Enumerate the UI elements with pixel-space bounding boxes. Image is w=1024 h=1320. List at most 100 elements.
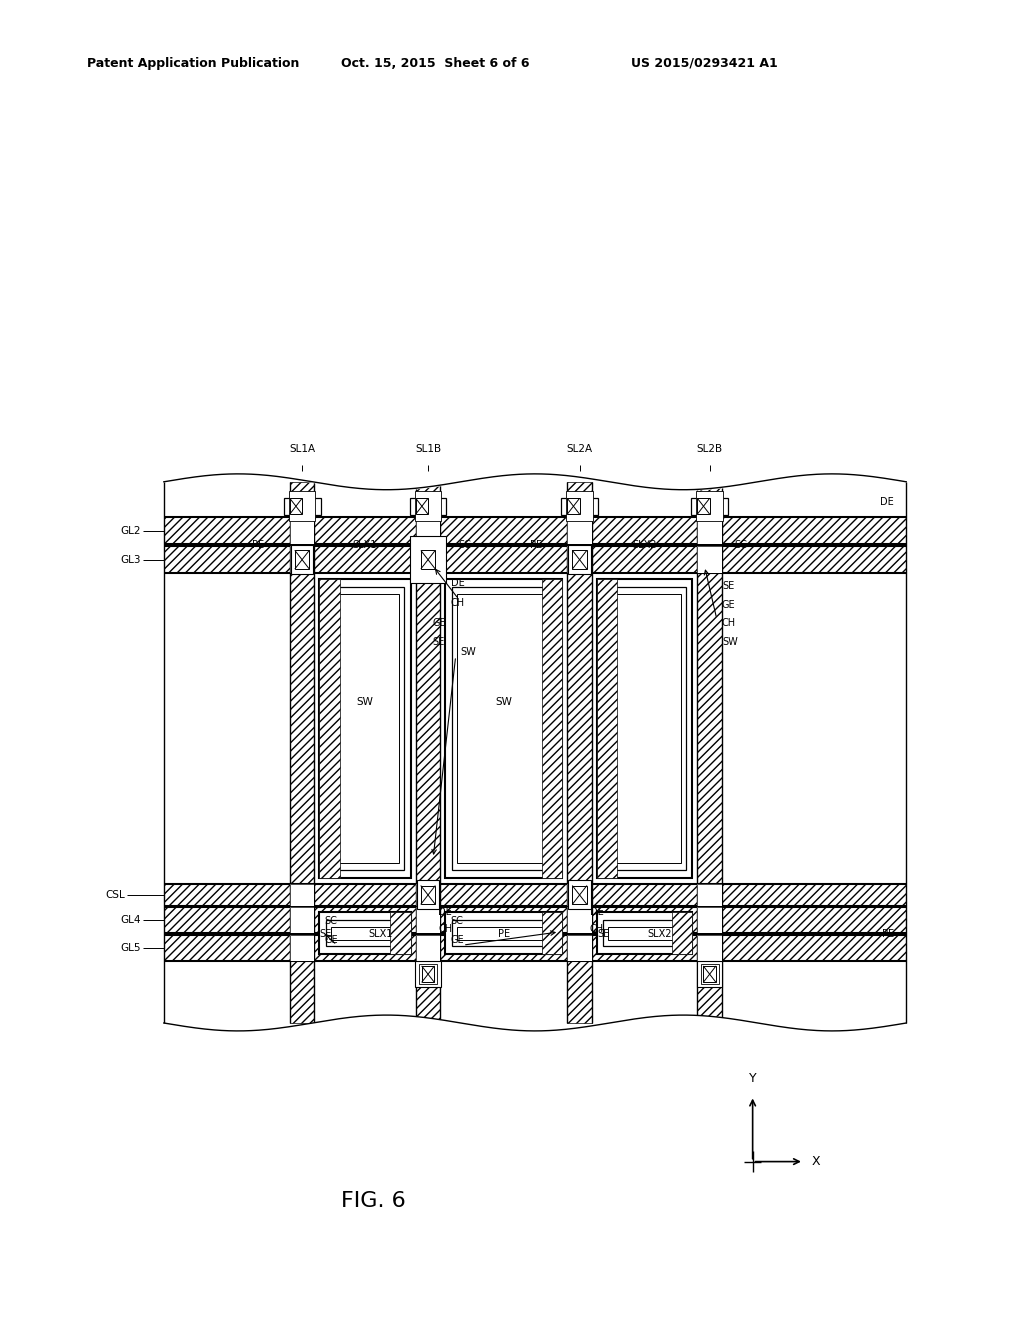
Text: SC: SC	[451, 916, 464, 927]
Bar	[597, 912, 692, 954]
Bar	[603, 920, 686, 946]
Bar	[421, 886, 435, 904]
Text: SLX1: SLX1	[369, 929, 392, 939]
Bar	[697, 884, 722, 906]
Bar	[697, 935, 722, 961]
Bar	[419, 964, 437, 985]
Text: PE: PE	[252, 540, 264, 550]
Bar	[319, 579, 411, 878]
Text: SC: SC	[459, 540, 472, 550]
Bar	[703, 966, 716, 982]
Text: SL1A: SL1A	[289, 444, 315, 454]
Text: X: X	[812, 1155, 820, 1168]
Text: DE: DE	[451, 578, 464, 589]
Bar	[672, 912, 692, 954]
Text: SLX2: SLX2	[648, 929, 672, 939]
Bar	[445, 912, 562, 954]
Bar	[417, 880, 439, 909]
Bar	[452, 587, 556, 870]
Bar	[567, 546, 592, 573]
Bar	[326, 587, 404, 870]
Text: CSL: CSL	[105, 890, 125, 900]
Bar	[561, 498, 598, 515]
Text: SW: SW	[356, 697, 374, 708]
Text: GL5: GL5	[121, 942, 141, 953]
Bar	[291, 545, 313, 574]
Bar	[416, 935, 440, 961]
Bar	[416, 546, 440, 573]
Bar	[697, 907, 722, 933]
Bar	[597, 579, 617, 878]
Text: GE: GE	[432, 618, 445, 628]
Text: SLX1: SLX1	[353, 540, 377, 550]
Bar	[697, 517, 722, 544]
Bar	[567, 935, 592, 961]
Bar	[416, 517, 440, 544]
Bar	[568, 545, 591, 574]
Bar	[289, 491, 315, 521]
Bar	[290, 907, 314, 933]
Text: CH: CH	[451, 598, 465, 609]
Bar	[700, 964, 719, 985]
Text: Y: Y	[749, 1072, 757, 1085]
Text: CH: CH	[722, 618, 736, 628]
Bar	[290, 907, 314, 933]
Bar	[697, 546, 722, 573]
Text: CH: CH	[590, 924, 604, 935]
Bar	[567, 546, 592, 573]
Bar	[290, 546, 314, 573]
Text: GL3: GL3	[121, 554, 141, 565]
Bar	[164, 517, 906, 544]
Bar	[290, 935, 314, 961]
Bar	[445, 579, 562, 878]
Bar	[390, 912, 411, 954]
Bar	[697, 907, 722, 933]
Bar	[567, 907, 592, 933]
Bar	[566, 491, 593, 521]
Text: CH: CH	[438, 924, 453, 935]
Bar	[696, 491, 723, 521]
Bar	[331, 594, 399, 863]
Text: Oct. 15, 2015  Sheet 6 of 6: Oct. 15, 2015 Sheet 6 of 6	[341, 57, 529, 70]
Bar	[290, 884, 314, 906]
Text: DE: DE	[881, 496, 894, 507]
Text: PE: PE	[529, 540, 542, 550]
Text: US 2015/0293421 A1: US 2015/0293421 A1	[632, 57, 778, 70]
Bar	[697, 498, 710, 513]
Bar	[567, 517, 592, 544]
Bar	[164, 546, 906, 573]
Bar	[164, 884, 906, 906]
Bar	[290, 498, 302, 513]
Bar	[290, 935, 314, 961]
Bar	[567, 884, 592, 906]
Bar	[416, 884, 440, 906]
Bar	[416, 961, 440, 987]
Bar	[415, 491, 441, 521]
Bar	[697, 884, 722, 906]
Bar	[422, 966, 434, 982]
Bar	[290, 884, 314, 906]
Bar	[697, 517, 722, 544]
Text: SL1B: SL1B	[415, 444, 441, 454]
Text: Patent Application Publication: Patent Application Publication	[87, 57, 299, 70]
Bar	[567, 517, 592, 544]
Bar	[416, 907, 440, 933]
Text: SE: SE	[597, 929, 609, 939]
Bar	[284, 498, 321, 515]
Text: GE: GE	[325, 935, 338, 945]
Bar	[290, 546, 314, 573]
Bar	[542, 579, 562, 878]
Bar	[416, 884, 440, 906]
Bar	[416, 517, 440, 544]
Bar	[567, 907, 592, 933]
Bar	[410, 536, 446, 583]
Bar	[295, 550, 309, 569]
Bar	[542, 912, 562, 954]
Bar	[290, 517, 314, 544]
Bar	[452, 920, 556, 946]
Bar	[567, 482, 592, 1023]
Text: GE: GE	[722, 599, 735, 610]
Bar	[416, 482, 440, 1023]
Bar	[290, 482, 314, 1023]
Text: SE: SE	[722, 581, 734, 591]
